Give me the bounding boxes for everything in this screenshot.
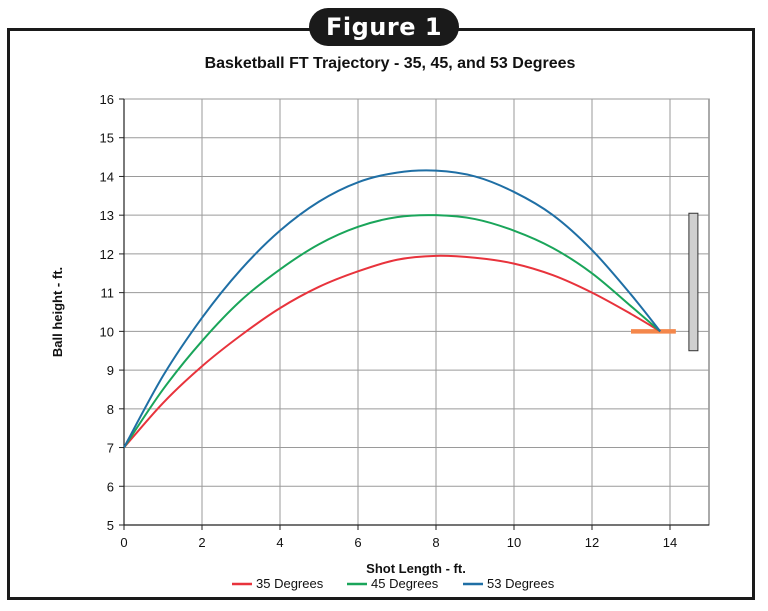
figure-label: Figure 1 bbox=[309, 8, 459, 46]
x-tick-label: 2 bbox=[198, 535, 205, 550]
x-tick-label: 12 bbox=[585, 535, 599, 550]
x-tick-label: 8 bbox=[432, 535, 439, 550]
x-tick-label: 14 bbox=[663, 535, 677, 550]
plot-marks bbox=[123, 169, 699, 449]
series-line-45 bbox=[123, 214, 661, 449]
y-tick-label: 12 bbox=[100, 247, 114, 262]
legend-label: 45 Degrees bbox=[371, 576, 439, 591]
y-tick-label: 8 bbox=[107, 402, 114, 417]
x-tick-label: 10 bbox=[507, 535, 521, 550]
y-tick-label: 13 bbox=[100, 208, 114, 223]
x-axis-label: Shot Length - ft. bbox=[366, 561, 466, 576]
y-tick-label: 9 bbox=[107, 363, 114, 378]
backboard bbox=[688, 212, 699, 352]
y-tick-label: 14 bbox=[100, 169, 114, 184]
series-line-35 bbox=[123, 254, 661, 449]
x-tick-label: 0 bbox=[120, 535, 127, 550]
legend-label: 35 Degrees bbox=[256, 576, 324, 591]
y-tick-label: 15 bbox=[100, 131, 114, 146]
y-tick-label: 11 bbox=[101, 286, 115, 301]
y-tick-label: 7 bbox=[107, 441, 114, 456]
x-tick-label: 6 bbox=[354, 535, 361, 550]
y-tick-label: 6 bbox=[107, 479, 114, 494]
legend: 35 Degrees 45 Degrees 53 Degrees bbox=[232, 576, 555, 591]
x-tick-label: 4 bbox=[276, 535, 283, 550]
chart-title: Basketball FT Trajectory - 35, 45, and 5… bbox=[205, 55, 576, 72]
y-tick-label: 5 bbox=[107, 518, 114, 533]
grid-lines bbox=[123, 98, 710, 526]
tick-labels: 0 2 4 6 8 10 12 14 5 6 7 8 9 10 11 12 13 14 15 16 bbox=[100, 92, 678, 550]
plot-area bbox=[123, 98, 710, 526]
y-axis-label: Ball height - ft. bbox=[50, 267, 65, 357]
series-line-53 bbox=[123, 169, 662, 449]
y-tick-label: 10 bbox=[100, 324, 114, 339]
y-tick-label: 16 bbox=[100, 92, 114, 107]
legend-label: 53 Degrees bbox=[487, 576, 555, 591]
